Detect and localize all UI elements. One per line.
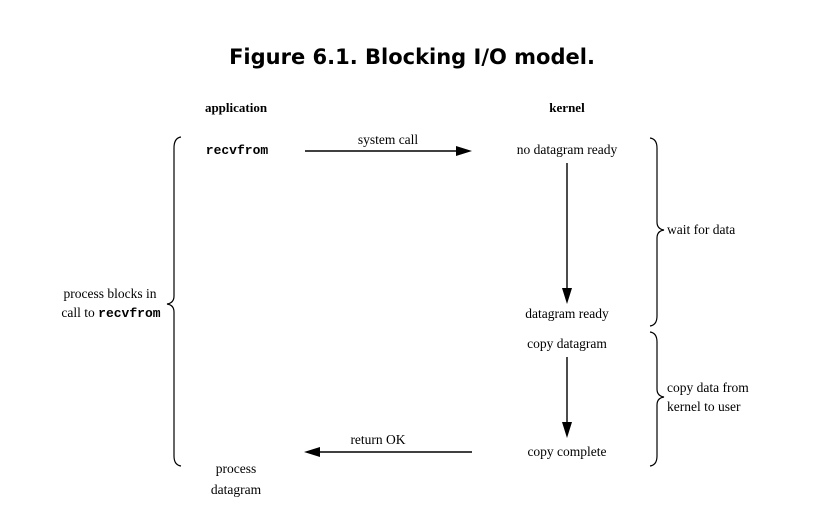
left-brace <box>166 136 182 467</box>
copy-data-line1: copy data from <box>667 380 749 395</box>
return-ok-label: return OK <box>350 432 405 447</box>
application-column-header: application <box>205 100 268 115</box>
copy-data-line2: kernel to user <box>667 399 741 414</box>
copy-complete-label: copy complete <box>527 444 606 459</box>
kernel-column-header: kernel <box>549 100 585 115</box>
copy-arrow <box>562 357 572 438</box>
datagram-ready-label: datagram ready <box>525 306 609 321</box>
datagram-label: datagram <box>211 482 262 497</box>
copy-data-brace <box>649 331 665 467</box>
no-datagram-ready-label: no datagram ready <box>517 142 618 157</box>
copy-datagram-label: copy datagram <box>527 336 607 351</box>
call-to-text: call to <box>61 305 98 320</box>
process-blocks-line1: process blocks in <box>64 286 157 301</box>
recvfrom-inline-code: recvfrom <box>98 306 161 321</box>
return-ok-arrow <box>304 447 472 457</box>
process-blocks-line2: call to recvfrom <box>61 305 160 321</box>
wait-for-data-brace <box>649 137 665 327</box>
system-call-arrow <box>305 146 472 156</box>
wait-for-data-label: wait for data <box>667 222 735 237</box>
figure-title: Figure 6.1. Blocking I/O model. <box>229 45 595 69</box>
recvfrom-call-label: recvfrom <box>206 143 269 158</box>
system-call-label: system call <box>358 132 419 147</box>
wait-arrow <box>562 163 572 304</box>
process-label: process <box>216 461 257 476</box>
